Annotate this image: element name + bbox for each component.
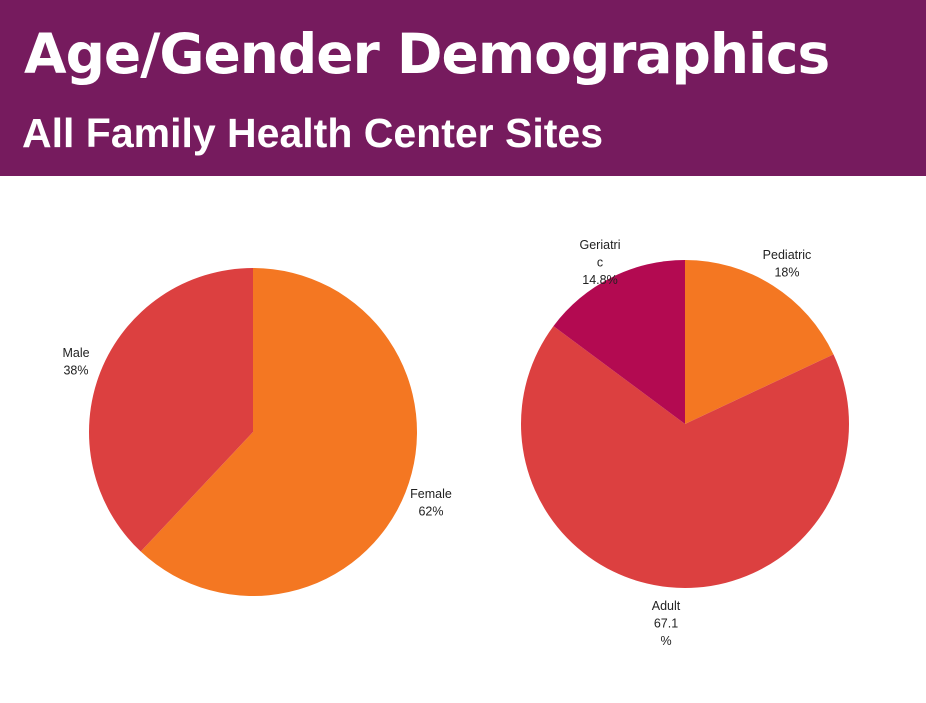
pie-label-male: Male 38%: [62, 346, 89, 378]
header-banner: [0, 0, 926, 176]
pie-slice-geriatric: [553, 260, 685, 424]
gender-pie: Female 62% Male 38%: [62, 268, 452, 596]
page-title: Age/Gender Demographics: [24, 22, 830, 86]
pie-label-geriatric: Geriatri c 14.8%: [580, 238, 621, 287]
pie-label-adult: Adult 67.1%: [652, 599, 681, 648]
pie-slice-female: [140, 268, 418, 596]
age-pie: Pediatric 18% Adult 67.1 % Geriatri c 14.8%: [520, 238, 849, 648]
pie-slice-male: [89, 268, 254, 552]
pie-slice-pediatric: [685, 260, 834, 424]
pie-slice-adult: [520, 326, 849, 588]
page-subtitle: All Family Health Center Sites: [22, 110, 604, 156]
pie-label-female: Female 62%: [410, 487, 452, 519]
pie-label-pediatric: Pediatric 18%: [763, 248, 812, 280]
